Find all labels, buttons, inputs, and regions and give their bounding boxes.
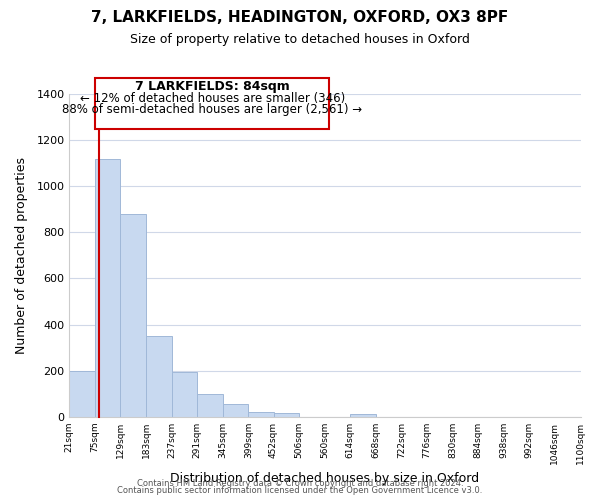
Bar [350,414,376,416]
Text: 7, LARKFIELDS, HEADINGTON, OXFORD, OX3 8PF: 7, LARKFIELDS, HEADINGTON, OXFORD, OX3 8… [91,10,509,25]
Y-axis label: Number of detached properties: Number of detached properties [15,157,28,354]
Text: ← 12% of detached houses are smaller (346): ← 12% of detached houses are smaller (34… [80,92,345,104]
Bar [95,158,121,416]
Bar [146,336,172,416]
X-axis label: Distribution of detached houses by size in Oxford: Distribution of detached houses by size … [170,472,479,485]
Bar [274,413,299,416]
Bar [172,372,197,416]
Text: 7 LARKFIELDS: 84sqm: 7 LARKFIELDS: 84sqm [135,80,290,92]
Text: Contains public sector information licensed under the Open Government Licence v3: Contains public sector information licen… [118,486,482,495]
Text: Contains HM Land Registry data © Crown copyright and database right 2024.: Contains HM Land Registry data © Crown c… [137,478,463,488]
Bar [70,370,95,416]
Bar [223,404,248,416]
Bar [197,394,223,416]
FancyBboxPatch shape [95,78,329,129]
Bar [248,412,274,416]
Text: 88% of semi-detached houses are larger (2,561) →: 88% of semi-detached houses are larger (… [62,104,362,117]
Text: Size of property relative to detached houses in Oxford: Size of property relative to detached ho… [130,32,470,46]
Bar [121,214,146,416]
